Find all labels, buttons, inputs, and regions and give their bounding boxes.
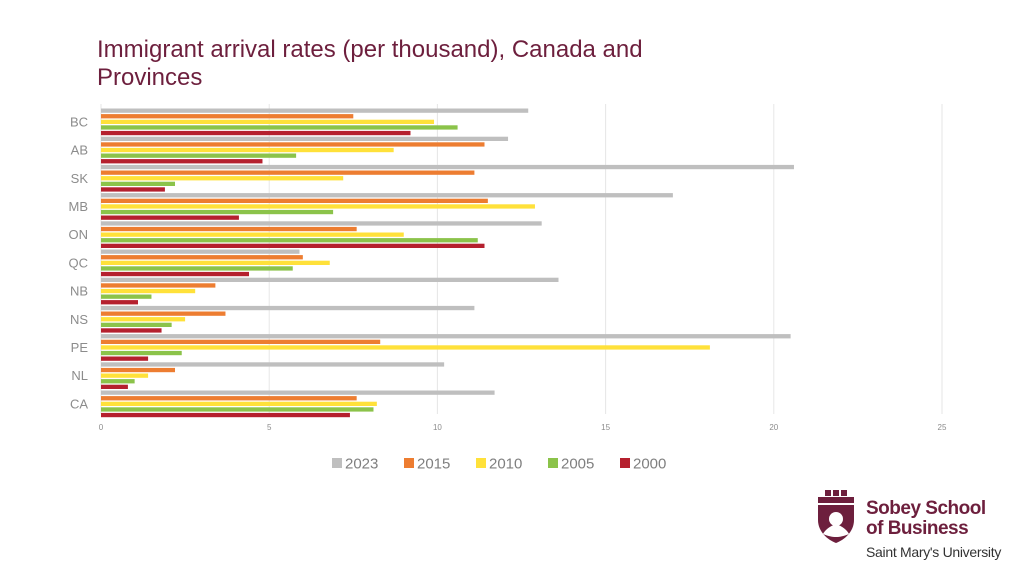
bar-nl-2000 <box>101 384 128 389</box>
bar-ab-2015 <box>101 142 485 147</box>
sobey-school-logo: Sobey School of Business Saint Mary's Un… <box>812 488 1012 568</box>
category-label: NB <box>70 284 88 299</box>
bar-ns-2023 <box>101 305 475 311</box>
category-label: BC <box>70 114 88 129</box>
bar-mb-2015 <box>101 198 488 203</box>
bar-sk-2010 <box>101 176 344 181</box>
bar-on-2010 <box>101 232 404 237</box>
bar-bc-2015 <box>101 114 354 119</box>
bar-on-2023 <box>101 221 542 226</box>
bar-nl-2015 <box>101 367 176 373</box>
x-tick-label: 0 <box>99 423 104 432</box>
bar-ca-2015 <box>101 396 357 401</box>
bar-mb-2023 <box>101 193 673 198</box>
category-label: CA <box>70 396 88 411</box>
x-tick-label: 20 <box>769 423 778 432</box>
legend-swatch-2005 <box>548 458 558 468</box>
crest-icon <box>818 490 854 543</box>
bar-nl-2010 <box>101 373 149 378</box>
x-tick-label: 10 <box>433 423 442 432</box>
bar-sk-2015 <box>101 170 475 175</box>
category-label: NS <box>70 312 88 327</box>
bar-qc-2023 <box>101 249 300 254</box>
bar-sk-2005 <box>101 181 176 186</box>
logo-text-line3: Saint Mary's University <box>866 544 1002 560</box>
bar-pe-2015 <box>101 339 381 344</box>
bar-nl-2023 <box>101 362 445 367</box>
bar-nb-2000 <box>101 300 139 305</box>
bar-pe-2010 <box>101 345 710 350</box>
legend-label: 2005 <box>561 456 594 473</box>
category-label: AB <box>71 143 88 158</box>
x-tick-label: 25 <box>938 423 947 432</box>
bar-ab-2000 <box>101 159 263 164</box>
logo-text-line2: of Business <box>866 518 969 539</box>
bar-nb-2015 <box>101 283 216 288</box>
legend-swatch-2015 <box>404 458 414 468</box>
bar-ca-2023 <box>101 390 495 395</box>
legend-swatch-2010 <box>476 458 486 468</box>
bars <box>101 108 794 418</box>
category-label: SK <box>71 171 89 186</box>
bar-ns-2005 <box>101 322 172 327</box>
bar-ab-2023 <box>101 136 509 141</box>
legend-label: 2000 <box>633 456 666 473</box>
legend-swatch-2023 <box>332 458 342 468</box>
legend: 2023 2015 2010 2005 2000 <box>332 456 666 473</box>
bar-nb-2005 <box>101 294 152 299</box>
bar-on-2015 <box>101 226 357 232</box>
bar-pe-2000 <box>101 356 149 361</box>
x-tick-label: 5 <box>267 423 272 432</box>
bar-qc-2005 <box>101 266 293 271</box>
bar-on-2005 <box>101 238 478 243</box>
legend-swatch-2000 <box>620 458 630 468</box>
bar-nl-2005 <box>101 379 135 384</box>
bar-bc-2000 <box>101 130 411 136</box>
bar-mb-2005 <box>101 209 334 215</box>
bar-nb-2010 <box>101 288 196 294</box>
bar-ca-2010 <box>101 401 377 406</box>
bar-sk-2000 <box>101 187 165 192</box>
logo-text-line1: Sobey School <box>866 498 986 519</box>
bar-ns-2000 <box>101 328 162 333</box>
x-tick-label: 15 <box>601 423 610 432</box>
category-label: PE <box>71 340 89 355</box>
bar-qc-2000 <box>101 271 250 277</box>
bar-ns-2010 <box>101 317 186 322</box>
category-labels: BC AB SK MB ON QC NB NS PE NL CA <box>69 114 89 411</box>
category-label: QC <box>69 255 89 270</box>
legend-label: 2010 <box>489 456 522 473</box>
category-label: MB <box>69 199 89 214</box>
bar-ca-2005 <box>101 407 374 412</box>
bar-nb-2023 <box>101 277 559 282</box>
category-label: ON <box>69 227 89 242</box>
bar-bc-2023 <box>101 108 529 113</box>
bar-pe-2005 <box>101 350 182 356</box>
bar-qc-2010 <box>101 260 330 265</box>
bar-ca-2000 <box>101 412 350 418</box>
x-tick-labels: 0 5 10 15 20 25 <box>99 423 947 432</box>
bar-qc-2015 <box>101 255 303 260</box>
bar-ns-2015 <box>101 311 226 316</box>
bar-mb-2000 <box>101 215 239 220</box>
bar-ab-2010 <box>101 147 394 153</box>
chart-title: Immigrant arrival rates (per thousand), … <box>97 36 643 91</box>
category-label: NL <box>71 368 88 383</box>
bar-pe-2023 <box>101 334 791 339</box>
bar-mb-2010 <box>101 204 535 209</box>
legend-label: 2023 <box>345 456 378 473</box>
bar-sk-2023 <box>101 164 794 170</box>
bar-bc-2010 <box>101 119 435 124</box>
bar-ab-2005 <box>101 153 297 158</box>
legend-label: 2015 <box>417 456 450 473</box>
bar-on-2000 <box>101 243 485 248</box>
bar-bc-2005 <box>101 125 458 130</box>
